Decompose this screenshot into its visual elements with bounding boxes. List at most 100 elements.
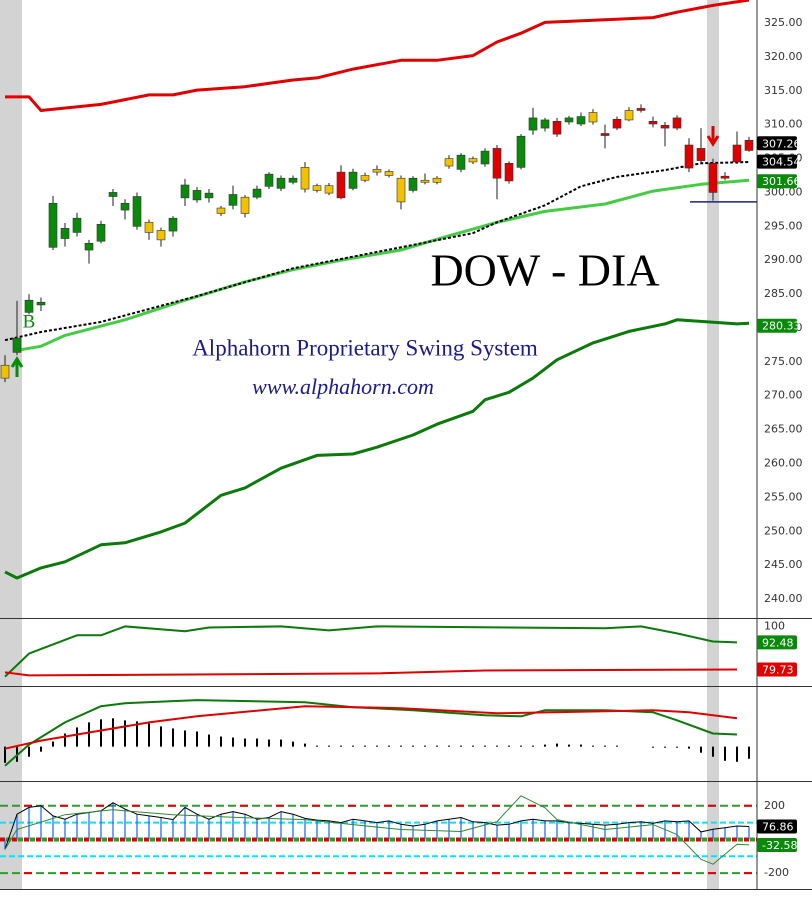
candle-body bbox=[504, 163, 514, 182]
candle-body bbox=[108, 192, 118, 197]
line-series bbox=[4, 795, 750, 865]
signal-shade bbox=[0, 0, 22, 890]
y-tick-label: 200 bbox=[764, 799, 785, 812]
candle-body bbox=[360, 175, 370, 181]
y-tick-label: 300.00 bbox=[764, 185, 803, 198]
candle-body bbox=[348, 171, 358, 189]
candle-body bbox=[144, 221, 154, 233]
candle-body bbox=[60, 228, 70, 239]
y-tick-label: 275.00 bbox=[764, 355, 803, 368]
candle-body bbox=[552, 120, 562, 135]
candle-body bbox=[480, 150, 490, 165]
line-series bbox=[16, 178, 750, 352]
candle-body bbox=[156, 230, 166, 241]
candle-body bbox=[516, 135, 526, 168]
candle-body bbox=[600, 133, 610, 136]
price-tag-label: 92.48 bbox=[762, 636, 794, 649]
candle-body bbox=[192, 190, 202, 201]
candle-body bbox=[384, 171, 394, 176]
line-series bbox=[4, 625, 738, 678]
tags: 307.26 304.54 301.66 280.33 92.48 79.73 76.86 -… bbox=[757, 136, 801, 852]
candle-body bbox=[240, 196, 250, 214]
y-tick-label: 290.00 bbox=[764, 253, 803, 266]
candle-body bbox=[132, 196, 142, 227]
candle-body bbox=[252, 188, 262, 198]
candle-body bbox=[96, 223, 106, 242]
candle-body bbox=[288, 177, 298, 183]
candle-body bbox=[636, 108, 646, 111]
price-tag bbox=[757, 819, 797, 834]
candle-body bbox=[228, 194, 238, 206]
y-tick-label: 270.00 bbox=[764, 389, 803, 402]
candle-body bbox=[72, 217, 82, 233]
y-tick-label: 265.00 bbox=[764, 423, 803, 436]
candle-body bbox=[264, 173, 274, 187]
price-tag-label: 280.33 bbox=[762, 320, 801, 333]
price-tag-label: 304.54 bbox=[762, 156, 801, 169]
price-tag bbox=[757, 318, 797, 333]
candle-body bbox=[300, 167, 310, 190]
candle-body bbox=[696, 148, 706, 161]
price-tag bbox=[757, 154, 797, 169]
line-series bbox=[5, 0, 750, 112]
candle-body bbox=[456, 154, 466, 170]
y-tick-label: 325.00 bbox=[764, 16, 803, 29]
price-tag bbox=[757, 635, 797, 650]
line-series bbox=[4, 705, 738, 750]
y-tick-label: 320.00 bbox=[764, 50, 803, 63]
candle-body bbox=[372, 169, 382, 173]
candle-body bbox=[408, 177, 418, 191]
signal-shade bbox=[707, 0, 719, 890]
candle-body bbox=[36, 301, 46, 306]
y-tick-label: 255.00 bbox=[764, 490, 803, 503]
candle-body bbox=[732, 144, 742, 163]
candle-body bbox=[432, 177, 442, 183]
y-tick-label: 315.00 bbox=[764, 84, 803, 97]
candle-body bbox=[588, 112, 598, 123]
url: www.alphahorn.com bbox=[252, 374, 434, 399]
candle-body bbox=[624, 110, 634, 121]
subtitle: Alphahorn Proprietary Swing System bbox=[192, 335, 538, 360]
buy-arrow bbox=[10, 356, 24, 377]
y-tick-label: 250.00 bbox=[764, 524, 803, 537]
price-tag bbox=[757, 136, 797, 151]
chart-title: DOW - DIA bbox=[430, 245, 659, 296]
line-series bbox=[4, 668, 738, 677]
candle-body bbox=[84, 242, 94, 251]
price-tag-label: 76.86 bbox=[762, 821, 794, 834]
candle-body bbox=[492, 148, 502, 179]
frame bbox=[0, 0, 812, 890]
y-tick-label: 245.00 bbox=[764, 558, 803, 571]
price-tag bbox=[757, 174, 797, 189]
candle-body bbox=[48, 202, 58, 248]
price-tag-label: 79.73 bbox=[762, 664, 794, 677]
candle-body bbox=[312, 185, 322, 191]
candle-body bbox=[24, 299, 34, 313]
candle-body bbox=[420, 179, 430, 183]
y-tick-label: 240.00 bbox=[764, 592, 803, 605]
candle-body bbox=[120, 202, 130, 211]
y-tick-label: 100 bbox=[764, 619, 785, 632]
y-tick-label: 310.00 bbox=[764, 118, 803, 131]
candle-body bbox=[336, 171, 346, 199]
candle-body bbox=[528, 117, 538, 131]
signal-label: B bbox=[23, 311, 36, 332]
candle-body bbox=[12, 337, 22, 353]
price-tag-label: 307.26 bbox=[762, 137, 801, 150]
price-tag bbox=[757, 837, 797, 852]
candle-body bbox=[660, 125, 670, 129]
candle-body bbox=[276, 177, 286, 189]
y-tick-label: 260.00 bbox=[764, 457, 803, 470]
candle-body bbox=[564, 117, 574, 123]
candle-body bbox=[396, 177, 406, 203]
y-tick-label: -200 bbox=[764, 866, 789, 879]
price-tag-label: -32.58 bbox=[762, 839, 797, 852]
price-tag bbox=[757, 662, 797, 677]
line-series bbox=[4, 161, 750, 342]
candle-body bbox=[708, 163, 718, 193]
candle-body bbox=[672, 117, 682, 129]
sell-arrow bbox=[706, 126, 720, 147]
